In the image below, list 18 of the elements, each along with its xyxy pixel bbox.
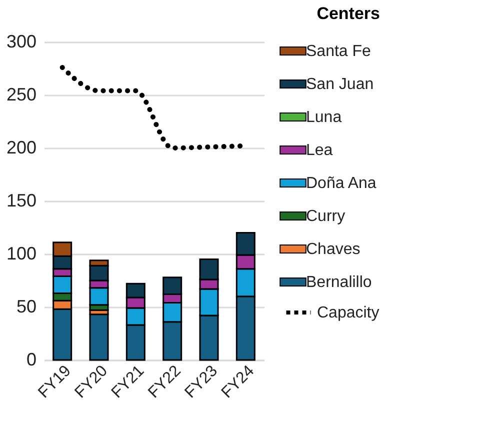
y-tick-label: 0	[26, 350, 36, 370]
legend-label: Doña Ana	[306, 175, 376, 192]
bar	[89, 314, 109, 361]
y-tick-label: 100	[6, 244, 36, 264]
legend-label: Bernalillo	[306, 274, 372, 291]
legend-label: Curry	[306, 208, 346, 225]
y-tick-label: 250	[6, 84, 36, 104]
y-tick-label: 50	[16, 296, 36, 316]
y-tick-label: 150	[6, 190, 36, 210]
legend-label: Lea	[306, 142, 333, 159]
legend-label: Chaves	[306, 241, 360, 258]
legend-label: San Juan	[306, 76, 374, 93]
y-tick-label: 200	[6, 138, 36, 158]
legend-label: Santa Fe	[306, 43, 372, 60]
legend-label: Luna	[306, 109, 342, 126]
y-tick-label: 300	[6, 32, 36, 52]
text: Centers	[316, 4, 380, 23]
legend-label: Capacity	[317, 304, 380, 322]
